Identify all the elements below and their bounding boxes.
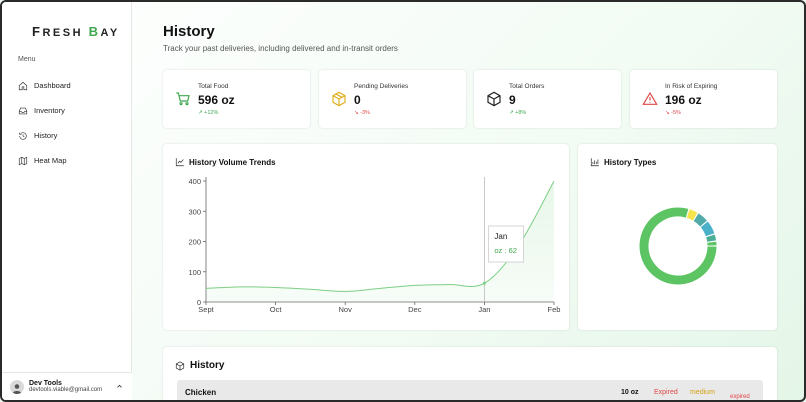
cart-icon [176,92,190,106]
active-point [482,281,486,285]
stat-card-in-risk-of-expiring: In Risk of Expiring 196 oz ↘ -5% [630,70,777,128]
chart-title: History Types [590,157,656,167]
chart-tooltip: Jan oz : 62 [487,225,524,263]
stat-label: In Risk of Expiring [665,83,718,90]
chart-title-text: History Volume Trends [189,157,276,167]
y-tick-label: 300 [188,207,201,216]
user-icon [12,383,22,394]
sidebar-item-label: Dashboard [34,81,71,90]
x-tick-label: Nov [339,305,353,314]
stat-change: ↘ -5% [665,110,681,116]
y-tick-label: 0 [197,298,201,307]
types-chart-svg [639,207,717,285]
history-title: History [175,360,224,371]
donut-slice [700,221,715,237]
y-tick-label: 100 [188,268,201,277]
history-icon [19,131,27,140]
x-tick-label: Jan [478,305,490,314]
x-tick-label: Oct [270,305,283,314]
sidebar-item-history[interactable]: History [18,123,128,148]
user-email: devtools.viable@gmail.com [29,387,103,393]
donut-slice [706,234,717,242]
page-subtitle: Track your past deliveries, including de… [163,44,398,53]
donut-slice [639,207,717,285]
user-profile[interactable]: Dev Tools devtools.viable@gmail.com [2,372,132,400]
table-row[interactable]: Chicken 10 oz Expired medium expired [177,380,763,400]
x-tick-label: Feb [548,305,561,314]
tooltip-box [487,225,524,263]
sidebar-item-label: Heat Map [34,156,67,165]
history-types-chart-card: History Types [578,144,777,330]
row-quantity: 10 oz [621,389,639,396]
warning-icon [642,91,658,105]
row-tag: expired [730,394,750,400]
history-volume-chart-card: History Volume Trends 0 100 200 300 400 Sept O… [163,144,569,330]
tooltip-value: oz : 62 [494,246,517,255]
box-icon [332,91,346,107]
sidebar-item-dashboard[interactable]: Dashboard [18,73,128,98]
menu-label: Menu [18,56,36,63]
stat-label: Total Food [198,83,229,90]
series-area [206,181,554,302]
line-chart-icon [175,158,184,167]
app-logo[interactable]: FRESH BAY [32,24,120,39]
sidebar-item-label: Inventory [34,106,65,115]
x-tick-label: Dec [408,305,422,314]
row-status: Expired [654,389,678,396]
chart-title: History Volume Trends [175,157,276,167]
bar-chart-icon [590,158,599,167]
donut-slice [693,213,707,227]
chart-title-text: History Types [604,157,657,167]
tooltip-month: Jan [494,232,507,241]
history-title-text: History [190,360,225,371]
stat-card-total-food: Total Food 596 oz ↗ +12% [163,70,310,128]
x-tick-label: Sept [198,305,214,314]
donut-slice [686,209,698,221]
chevron-up-icon[interactable] [116,383,123,390]
y-tick-label: 400 [188,177,201,186]
stat-value: 596 oz [198,93,235,107]
stat-label: Total Orders [509,83,545,90]
row-item-name: Chicken [185,388,217,397]
package-icon [175,360,185,371]
sidebar-item-label: History [34,131,58,140]
y-tick-label: 200 [188,238,201,247]
stat-change: ↗ +8% [509,110,527,116]
stat-label: Pending Deliveries [354,83,409,90]
volume-chart-svg: 0 100 200 300 400 Sept Oct Nov Dec Jan Feb Jan oz : … [188,177,561,314]
stat-value: 196 oz [665,93,702,107]
stat-change: ↗ +12% [198,110,219,116]
series-line [205,180,555,292]
map-icon [18,156,28,165]
home-icon [18,81,28,90]
avatar [10,379,24,394]
sidebar-item-inventory[interactable]: Inventory [18,98,128,123]
history-table-card: History Chicken 10 oz Expired medium exp… [163,347,777,400]
stat-value: 9 [509,93,516,107]
stat-card-total-orders: Total Orders 9 ↗ +8% [474,70,621,128]
sidebar-nav: Dashboard Inventory History Heat Map [18,73,128,173]
sidebar: FRESH BAY Menu Dashboard Inventory Histo… [2,2,132,400]
package-icon [487,91,501,107]
inbox-icon [18,107,28,114]
user-name: Dev Tools [29,380,62,387]
row-risk: medium [690,389,715,396]
stat-value: 0 [354,93,361,107]
sidebar-item-heat-map[interactable]: Heat Map [18,148,128,173]
main-content: History Track your past deliveries, incl… [132,2,804,400]
stat-card-pending-deliveries: Pending Deliveries 0 ↘ -3% [319,70,466,128]
page-title: History [163,23,215,40]
stat-change: ↘ -3% [354,110,370,116]
